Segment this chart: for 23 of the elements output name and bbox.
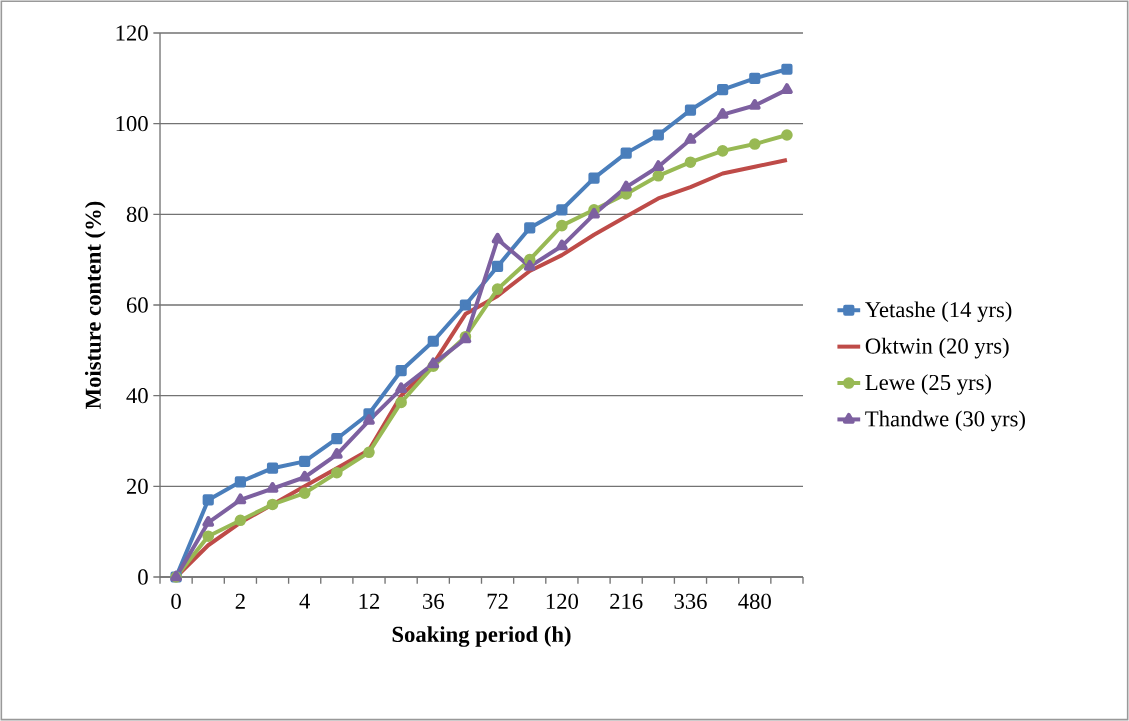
x-tick-label: 216 xyxy=(610,593,643,609)
legend-label: Yetashe (14 yrs) xyxy=(865,301,1012,322)
x-tick-label: 0 xyxy=(171,593,181,609)
x-tick-label: 336 xyxy=(674,593,707,609)
y-tick-label: 80 xyxy=(126,206,148,222)
x-tick-label: 4 xyxy=(299,593,310,609)
x-tick-label: 2 xyxy=(235,593,245,609)
x-tick-label: 120 xyxy=(546,593,579,609)
legend-label: Thandwe (30 yrs) xyxy=(865,410,1025,432)
y-tick-label: 20 xyxy=(126,478,148,494)
x-tick-label: 480 xyxy=(738,593,771,609)
x-tick-label: 12 xyxy=(359,593,380,609)
y-tick-label: 40 xyxy=(126,388,148,404)
x-tick-label: 36 xyxy=(423,593,444,609)
x-tick-label: 72 xyxy=(487,593,508,609)
legend-label: Lewe (25 yrs) xyxy=(865,374,991,395)
legend-label: Oktwin (20 yrs) xyxy=(865,337,1009,359)
y-tick-label: 60 xyxy=(126,297,148,313)
y-axis-title: Moisture content (%) xyxy=(84,201,106,409)
y-tick-label: 0 xyxy=(138,569,148,585)
y-tick-label: 100 xyxy=(116,116,148,132)
x-axis-title: Soaking period (h) xyxy=(392,626,571,647)
y-tick-label: 120 xyxy=(116,25,148,41)
